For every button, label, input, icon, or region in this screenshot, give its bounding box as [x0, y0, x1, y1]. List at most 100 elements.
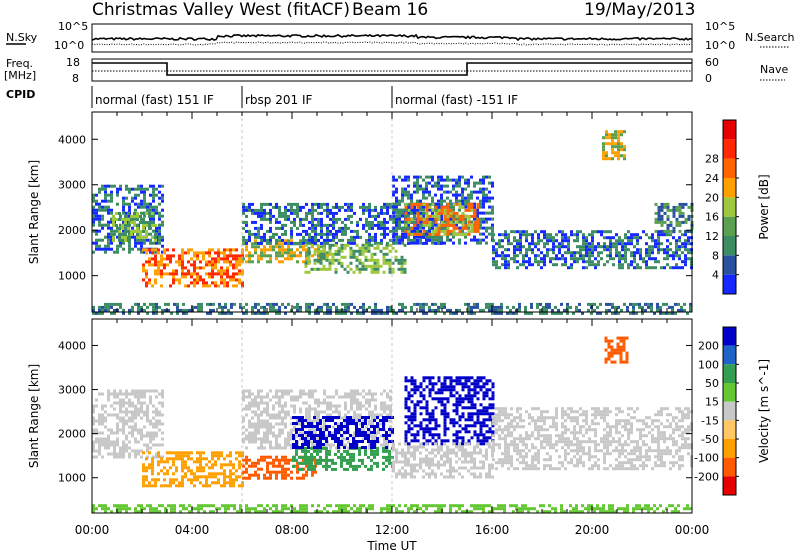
colorbar-swatch: [723, 255, 736, 275]
velocity-panel: 1000 2000 3000 4000 Slant Range [km] 200 100 50…: [27, 318, 771, 514]
y-tick-label: 3000: [58, 179, 86, 192]
y-tick-label: 1000: [58, 472, 86, 485]
x-tick-label: 00:00: [75, 523, 110, 537]
velocity-region: [292, 446, 394, 471]
nsearch-label: N.Search: [745, 31, 795, 44]
velocity-region: [404, 376, 495, 446]
colorbar-swatch: [723, 274, 736, 294]
x-axis-label: Time UT: [366, 539, 417, 553]
colorbar-swatch: [723, 345, 736, 365]
colorbar-tick-label: -200: [694, 470, 719, 483]
colorbar-tick-label: 15: [705, 396, 719, 409]
power-region: [142, 248, 244, 288]
power-region: [304, 243, 407, 274]
power-colorbar-label: Power [dB]: [757, 174, 771, 239]
freq-bottom-tick: 8: [72, 72, 79, 85]
velocity-region: [604, 336, 629, 364]
colorbar-tick-label: 4: [712, 269, 719, 282]
velocity-colorbar-label: Velocity [m s^-1]: [757, 359, 771, 463]
cpid-label: CPID: [6, 88, 35, 101]
power-region: [92, 302, 692, 315]
velocity-region: [292, 416, 394, 449]
colorbar-tick-label: -100: [694, 452, 719, 465]
x-tick-label: 20:00: [575, 523, 610, 537]
velocity-region: [492, 407, 693, 471]
colorbar-frame: [722, 119, 737, 295]
power-region: [112, 212, 157, 242]
cpid-mode-label: rbsp 201 IF: [245, 93, 312, 107]
date-label: 19/May/2013: [584, 0, 696, 20]
beam-label: Beam 16: [352, 0, 428, 20]
y-tick-label: 3000: [58, 384, 86, 397]
nsearch-trace: [91, 41, 693, 46]
colorbar-tick-label: 200: [698, 340, 719, 353]
colorbar-swatch: [723, 327, 736, 346]
colorbar-swatch: [723, 364, 736, 383]
freq-trace: [92, 62, 692, 76]
power-region: [404, 202, 480, 236]
y-tick-label: 4000: [58, 133, 86, 146]
colorbar-tick-label: 20: [705, 191, 719, 204]
power-region: [654, 202, 694, 233]
y-tick-label: 1000: [58, 270, 86, 283]
colorbar-swatch: [723, 420, 736, 439]
x-tick-label: 00:00: [675, 523, 710, 537]
nsearch-bottom-tick: 10^0: [705, 39, 735, 52]
nsky-strip: N.Sky 10^5 10^0 10^5 10^0 N.Search: [6, 20, 795, 53]
colorbar-swatch: [723, 457, 736, 477]
colorbar-swatch: [723, 216, 736, 236]
y-tick-label: 2000: [58, 224, 86, 237]
colorbar-swatch: [723, 236, 736, 256]
freq-unit: [MHz]: [4, 69, 36, 82]
colorbar-swatch: [723, 383, 736, 402]
power-ylabel: Slant Range [km]: [27, 160, 41, 264]
colorbar-tick-label: 28: [705, 153, 719, 166]
colorbar-tick-label: 16: [705, 211, 719, 224]
velocity-ylabel: Slant Range [km]: [27, 364, 41, 468]
nave-top-tick: 60: [705, 56, 719, 69]
power-panel: 1000 2000 3000 4000 Slant Range [km] 4 8 12 16 20…: [27, 111, 771, 315]
velocity-region: [392, 442, 494, 479]
y-tick-label: 4000: [58, 339, 86, 352]
nsky-top-tick: 10^5: [58, 20, 88, 33]
colorbar-swatch: [723, 439, 736, 458]
power-region: [492, 230, 693, 270]
nsky-label: N.Sky: [6, 31, 38, 44]
nsky-bottom-tick: 10^0: [54, 39, 84, 52]
colorbar-swatch: [723, 401, 736, 421]
colorbar-tick-label: 50: [705, 377, 719, 390]
x-tick-label: 12:00: [375, 523, 410, 537]
cpid-mode-label: normal (fast) 151 IF: [95, 93, 214, 107]
nave-bottom-tick: 0: [705, 72, 712, 85]
nsearch-top-tick: 10^5: [705, 20, 735, 33]
y-tick-label: 2000: [58, 428, 86, 441]
velocity-colorbar: 200 100 50 15 -15 -50 -100 -200 Velocity [m s^-1…: [694, 326, 771, 496]
colorbar-swatch: [723, 120, 736, 140]
colorbar-swatch: [723, 197, 736, 217]
cpid-strip: CPID normal (fast) 151 IF rbsp 201 IF norm…: [6, 86, 518, 108]
power-region: [602, 130, 626, 161]
x-tick-label: 08:00: [275, 523, 310, 537]
nave-label: Nave: [760, 63, 788, 76]
colorbar-swatch: [723, 476, 736, 495]
velocity-region: [92, 389, 164, 459]
colorbar-swatch: [723, 139, 736, 159]
colorbar-tick-label: 8: [712, 249, 719, 262]
freq-label: Freq.: [6, 57, 33, 70]
colorbar-tick-label: 24: [705, 172, 719, 185]
x-tick-label: 16:00: [475, 523, 510, 537]
colorbar-swatch: [723, 158, 736, 178]
colorbar-tick-label: -15: [701, 414, 719, 427]
colorbar-tick-label: -50: [701, 433, 719, 446]
freq-strip: Freq. [MHz] 18 8 60 0 Nave: [4, 56, 788, 85]
cpid-mode-label: normal (fast) -151 IF: [395, 93, 518, 107]
freq-top-tick: 18: [66, 56, 80, 69]
colorbar-swatch: [723, 178, 736, 198]
velocity-region: [142, 451, 244, 488]
colorbar-tick-label: 100: [698, 358, 719, 371]
colorbar-frame: [722, 326, 737, 496]
station-title: Christmas Valley West (fitACF): [92, 0, 350, 20]
colorbar-tick-label: 12: [705, 230, 719, 243]
nsky-trace: [91, 33, 693, 42]
